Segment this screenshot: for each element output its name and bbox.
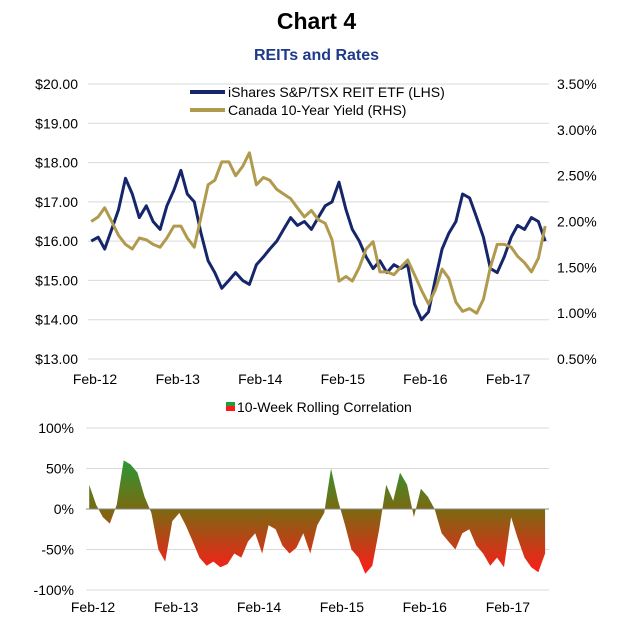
top-right-tick-label: 2.00%: [557, 214, 597, 230]
bottom-x-tick-label: Feb-12: [71, 599, 116, 615]
chart-subtitle: REITs and Rates: [253, 47, 380, 64]
top-left-tick-label: $19.00: [35, 115, 78, 131]
top-right-tick-label: 3.50%: [557, 76, 597, 92]
reit-etf-line: [90, 168, 547, 322]
top-left-tick-label: $16.00: [35, 233, 78, 249]
rolling-correlation-area: [89, 460, 546, 574]
bottom-y-tick-label: 50%: [46, 461, 74, 477]
top-x-tick-label: Feb-13: [156, 371, 201, 387]
legend-swatch-correlation-bottom: [226, 406, 235, 411]
chart-title: Chart 4: [276, 8, 357, 34]
bottom-y-tick-label: 100%: [38, 420, 74, 436]
top-left-tick-label: $20.00: [35, 76, 78, 92]
top-x-tick-label: Feb-17: [486, 371, 531, 387]
top-x-tick-label: Feb-16: [403, 371, 448, 387]
top-right-tick-label: 3.00%: [557, 122, 597, 138]
top-right-tick-label: 1.50%: [557, 259, 597, 275]
bottom-x-tick-label: Feb-16: [403, 599, 448, 615]
bottom-x-tick-label: Feb-17: [486, 599, 531, 615]
canada-yield-line: [90, 151, 547, 315]
bottom-x-tick-label: Feb-13: [154, 599, 199, 615]
top-x-tick-label: Feb-14: [238, 371, 283, 387]
top-right-tick-label: 2.50%: [557, 168, 597, 184]
bottom-x-tick-label: Feb-15: [320, 599, 365, 615]
bottom-x-tick-label: Feb-14: [237, 599, 282, 615]
top-left-tick-label: $15.00: [35, 272, 78, 288]
top-right-tick-label: 0.50%: [557, 351, 597, 367]
top-left-tick-label: $13.00: [35, 351, 78, 367]
bottom-y-tick-label: -50%: [41, 542, 74, 558]
legend-label-reit: iShares S&P/TSX REIT ETF (LHS): [228, 84, 445, 100]
top-x-tick-label: Feb-12: [73, 371, 118, 387]
top-right-tick-label: 1.00%: [557, 305, 597, 321]
legend-label-correlation: 10-Week Rolling Correlation: [237, 399, 412, 415]
top-left-tick-label: $17.00: [35, 194, 78, 210]
legend-label-yield: Canada 10-Year Yield (RHS): [228, 102, 406, 118]
bottom-y-tick-label: -100%: [34, 582, 74, 598]
top-left-tick-label: $18.00: [35, 155, 78, 171]
top-left-tick-label: $14.00: [35, 312, 78, 328]
bottom-y-tick-label: 0%: [54, 501, 74, 517]
top-x-tick-label: Feb-15: [321, 371, 366, 387]
legend-swatch-correlation-top: [226, 402, 235, 406]
